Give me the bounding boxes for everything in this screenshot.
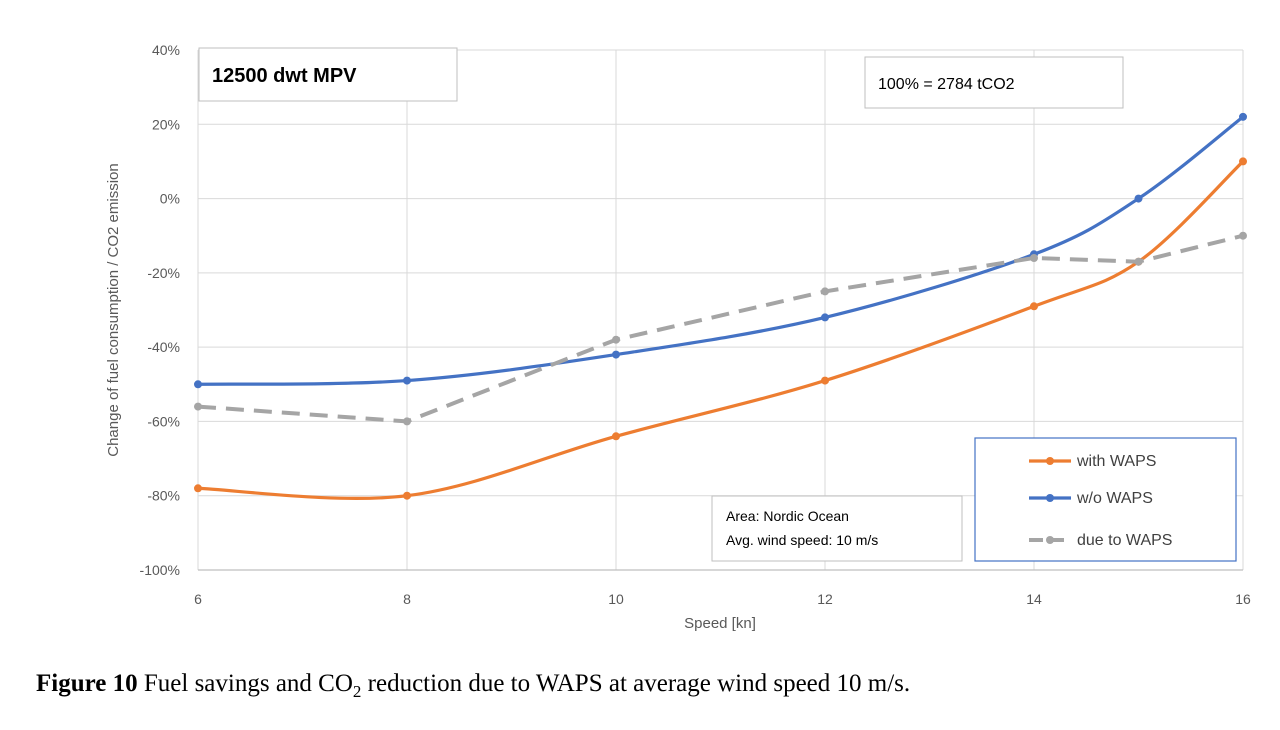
legend-marker-with-waps [1046,457,1054,465]
info-box: Area: Nordic Ocean Avg. wind speed: 10 m… [711,495,963,562]
series-line-w-o-waps [197,115,1244,386]
x-axis-ticks: 6 8 10 12 14 16 [194,591,1251,607]
info-wind: Avg. wind speed: 10 m/s [726,532,878,548]
reference-text: 100% = 2784 tCO2 [878,76,1015,93]
data-point-w-o-waps [403,376,411,385]
y-axis-title: Change of fuel consumption / CO2 emissio… [105,163,122,457]
reference-box: 100% = 2784 tCO2 [864,56,1124,109]
legend-label-with-waps: with WAPS [1076,453,1156,470]
series-line-due-to-waps [197,233,1244,424]
x-tick-label: 8 [403,591,411,607]
data-point-with-waps [612,432,620,441]
data-point-w-o-waps [1239,112,1247,121]
x-tick-label: 16 [1235,591,1251,607]
data-point-with-waps [821,376,829,385]
x-tick-label: 6 [194,591,202,607]
series-due-to-waps [194,231,1247,426]
y-axis-ticks: 40% 20% 0% -20% -40% -60% -80% -100% [140,42,180,578]
series-w-o-waps [194,112,1247,389]
y-tick-label: -100% [140,562,180,578]
figure-caption: Figure 10 Fuel savings and CO2 reduction… [36,670,910,702]
y-tick-label: -20% [147,265,180,281]
y-tick-label: -40% [147,339,180,355]
legend-label-w-o-waps: w/o WAPS [1076,490,1153,507]
chart-title: 12500 dwt MPV [212,65,357,87]
y-tick-label: -80% [147,488,180,504]
title-box: 12500 dwt MPV [198,47,458,102]
data-point-with-waps [1239,157,1247,166]
data-point-due-to-waps [1239,231,1247,240]
data-point-with-waps [1030,302,1038,311]
data-point-w-o-waps [194,380,202,389]
data-point-w-o-waps [821,313,829,322]
caption-text-post: reduction due to WAPS at average wind sp… [361,670,911,697]
legend-marker-w-o-waps [1046,494,1054,502]
data-point-w-o-waps [1134,194,1143,203]
data-point-due-to-waps [1134,257,1143,266]
legend-item-w-o-waps: w/o WAPS [1029,490,1153,507]
x-tick-label: 14 [1026,591,1042,607]
y-tick-label: -60% [147,413,180,429]
data-point-with-waps [194,484,202,493]
y-tick-label: 20% [152,116,180,132]
caption-label: Figure 10 [36,670,138,697]
legend-marker-due-to-waps [1046,536,1054,544]
x-axis-title: Speed [kn] [684,615,756,632]
data-point-due-to-waps [612,335,620,344]
data-point-due-to-waps [821,287,829,296]
series-group [194,112,1247,500]
data-point-due-to-waps [403,417,411,426]
line-chart: 40% 20% 0% -20% -40% -60% -80% -100% 6 8 10 12 14 16… [105,42,1251,632]
info-area: Area: Nordic Ocean [726,508,849,524]
data-point-with-waps [403,491,411,500]
y-tick-label: 0% [160,191,180,207]
legend-item-due-to-waps: due to WAPS [1029,532,1172,549]
data-point-w-o-waps [612,350,620,359]
legend-label-due-to-waps: due to WAPS [1077,532,1172,549]
data-point-due-to-waps [194,402,202,411]
caption-subscript: 2 [352,682,362,701]
legend: with WAPS w/o WAPS due to WAPS [974,437,1237,562]
legend-item-with-waps: with WAPS [1029,453,1156,470]
caption-text-pre: Fuel savings and CO [137,670,353,697]
x-tick-label: 12 [817,591,833,607]
y-tick-label: 40% [152,42,180,58]
x-tick-label: 10 [608,591,624,607]
data-point-due-to-waps [1030,254,1038,262]
